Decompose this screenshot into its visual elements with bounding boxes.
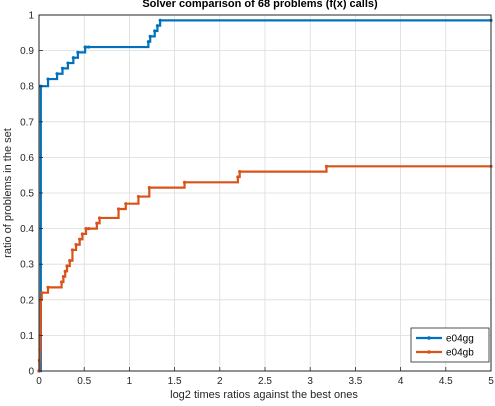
data-point-e04gg [146,40,150,44]
grid-layer [38,14,492,372]
x-tick-label: 3 [307,376,313,387]
data-point-e04gb [97,216,102,220]
data-point-e04gg [158,18,162,22]
data-point-e04gg [84,45,88,49]
data-point-e04gb [238,170,242,174]
data-point-e04gb [182,180,187,184]
legend-marker-e04gb [427,350,431,354]
y-tick-label: 0.3 [20,260,34,271]
legend-label-e04gg: e04gg [446,334,474,345]
data-point-e04gb [147,186,151,190]
y-tick-label: 0.6 [20,153,34,164]
data-point-e04gg [55,72,59,76]
data-point-e04gg [153,29,157,33]
data-point-e04gb [87,227,91,231]
data-point-e04gb [78,237,82,241]
x-tick-label: 4.5 [439,376,453,387]
tick-layer: 0 0.5 1 1.5 2 2.5 3 3.5 4 4.5 5 0 0.1 0.2 0.3 0.4 0.5 0.6… [20,11,494,388]
data-point-e04gb [60,280,64,284]
data-point-e04gg [66,61,70,65]
x-tick-label: 0 [36,376,42,387]
y-tick-label: 0.8 [20,82,34,93]
data-point-e04gb [68,259,72,263]
x-tick-label: 2.5 [258,376,272,387]
y-tick-label: 1 [28,11,34,22]
data-point-e04gg [60,66,65,70]
data-point-e04gb [63,269,67,273]
legend-box [410,327,490,363]
data-point-e04gb [236,175,240,179]
data-point-e04gg [76,50,80,54]
y-tick-label: 0.2 [20,295,34,306]
data-point-e04gb [95,221,99,225]
data-point-e04gb [124,202,128,206]
data-point-e04gb [46,285,50,289]
data-point-e04gg [155,24,160,28]
data-point-e04gg [46,77,50,81]
data-point-e04gb [136,194,141,199]
data-point-e04gb [80,232,84,236]
legend-label-e04gb: e04gb [446,348,474,359]
y-tick-label: 0.9 [20,46,34,57]
x-tick-label: 1 [127,376,133,387]
x-tick-label: 1.5 [168,376,182,387]
x-tick-label: 0.5 [77,376,91,387]
legend-marker-e04gg [427,336,431,340]
chart-title: Solver comparison of 68 problems (f(x) c… [142,0,378,10]
legend: e04gg e04gb [410,327,490,363]
data-point-e04gb [40,291,44,295]
x-tick-label: 4 [398,376,404,387]
data-point-e04gg [71,56,75,60]
x-tick-label: 3.5 [348,376,362,387]
y-tick-label: 0.5 [20,189,34,200]
data-point-e04gb [65,264,69,268]
data-point-e04gg [87,45,91,49]
x-tick-label: 2 [217,376,223,387]
x-axis-label: log2 times ratios against the best ones [170,389,358,401]
data-point-e04gb [61,275,66,279]
y-tick-label: 0 [28,367,34,378]
y-tick-label: 0.4 [20,224,34,235]
data-point-e04gb [70,248,75,252]
y-axis-label: ratio of problems in the set [2,128,14,258]
data-point-e04gb [324,164,329,168]
y-tick-label: 0.1 [20,331,34,342]
data-point-e04gb [74,243,78,247]
x-tick-label: 5 [488,376,494,387]
data-point-e04gb [84,227,88,231]
data-point-e04gb [116,207,121,211]
y-tick-label: 0.7 [20,117,34,128]
data-point-e04gg [148,34,152,38]
